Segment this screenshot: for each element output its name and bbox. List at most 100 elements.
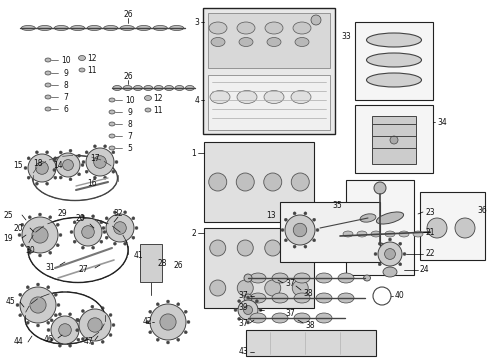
- Circle shape: [77, 338, 80, 341]
- Circle shape: [265, 240, 281, 256]
- Text: 20: 20: [75, 213, 85, 222]
- Circle shape: [156, 303, 159, 306]
- Ellipse shape: [134, 86, 143, 90]
- Bar: [208, 75, 330, 130]
- Circle shape: [36, 162, 49, 174]
- Circle shape: [58, 344, 61, 347]
- Ellipse shape: [153, 26, 167, 31]
- Text: 43: 43: [238, 347, 248, 356]
- Ellipse shape: [109, 98, 115, 102]
- Ellipse shape: [87, 26, 101, 31]
- Circle shape: [81, 310, 84, 312]
- Circle shape: [167, 341, 170, 344]
- Circle shape: [292, 240, 308, 256]
- Text: 21: 21: [425, 228, 435, 237]
- Circle shape: [94, 176, 97, 179]
- Text: 32: 32: [113, 208, 123, 217]
- Text: 39: 39: [238, 303, 248, 312]
- Circle shape: [57, 166, 60, 170]
- Text: 41: 41: [133, 251, 143, 260]
- Text: 46: 46: [43, 336, 53, 345]
- Circle shape: [32, 227, 48, 243]
- Circle shape: [56, 153, 80, 177]
- Circle shape: [50, 319, 53, 322]
- Circle shape: [149, 331, 152, 334]
- Ellipse shape: [244, 294, 252, 302]
- Circle shape: [103, 230, 106, 234]
- Circle shape: [106, 214, 134, 242]
- Ellipse shape: [109, 122, 115, 126]
- Circle shape: [26, 321, 29, 324]
- Circle shape: [259, 309, 262, 311]
- Circle shape: [390, 136, 398, 144]
- Circle shape: [76, 318, 79, 321]
- Circle shape: [20, 287, 56, 323]
- Circle shape: [54, 176, 57, 179]
- Text: 5: 5: [127, 144, 132, 153]
- Ellipse shape: [376, 212, 404, 224]
- Text: 40: 40: [395, 292, 405, 301]
- Ellipse shape: [21, 26, 35, 31]
- Circle shape: [132, 236, 135, 239]
- Ellipse shape: [267, 37, 281, 46]
- Ellipse shape: [144, 86, 153, 90]
- Circle shape: [59, 176, 62, 179]
- Circle shape: [35, 151, 38, 154]
- Circle shape: [146, 320, 149, 324]
- Circle shape: [160, 314, 176, 330]
- Text: 14: 14: [53, 161, 63, 170]
- Circle shape: [28, 154, 56, 182]
- Text: 11: 11: [87, 66, 97, 75]
- Ellipse shape: [113, 86, 122, 90]
- Ellipse shape: [45, 83, 51, 87]
- Ellipse shape: [109, 146, 115, 150]
- Ellipse shape: [45, 107, 51, 111]
- Ellipse shape: [265, 22, 283, 34]
- Circle shape: [47, 328, 50, 332]
- Ellipse shape: [250, 313, 266, 323]
- Text: 37: 37: [285, 310, 295, 319]
- Ellipse shape: [38, 26, 52, 31]
- Circle shape: [291, 173, 309, 191]
- Ellipse shape: [209, 22, 227, 34]
- Circle shape: [156, 338, 159, 341]
- Circle shape: [77, 173, 81, 176]
- Circle shape: [69, 178, 72, 181]
- Circle shape: [82, 161, 85, 163]
- Ellipse shape: [295, 37, 309, 46]
- Circle shape: [114, 222, 126, 234]
- Bar: [204, 228, 314, 308]
- Circle shape: [238, 300, 241, 303]
- Text: 12: 12: [153, 94, 163, 103]
- Ellipse shape: [272, 273, 288, 283]
- Circle shape: [265, 280, 281, 296]
- Text: 29: 29: [57, 208, 67, 217]
- Circle shape: [184, 310, 187, 313]
- Circle shape: [21, 223, 24, 226]
- Circle shape: [59, 234, 62, 237]
- Ellipse shape: [145, 108, 151, 112]
- Ellipse shape: [71, 26, 85, 31]
- Circle shape: [69, 344, 72, 347]
- Circle shape: [293, 223, 307, 237]
- Circle shape: [187, 320, 190, 324]
- Ellipse shape: [294, 313, 310, 323]
- Circle shape: [374, 182, 386, 194]
- Circle shape: [54, 293, 57, 296]
- Circle shape: [28, 251, 31, 254]
- Circle shape: [285, 215, 315, 245]
- Text: 8: 8: [127, 120, 132, 129]
- Circle shape: [21, 244, 24, 247]
- Ellipse shape: [54, 26, 68, 31]
- Text: 10: 10: [125, 95, 135, 104]
- Circle shape: [371, 243, 389, 261]
- Ellipse shape: [413, 231, 423, 237]
- Circle shape: [47, 286, 50, 289]
- Bar: [280, 202, 380, 262]
- Text: 47: 47: [83, 338, 93, 346]
- Ellipse shape: [291, 90, 311, 104]
- Circle shape: [304, 212, 307, 215]
- Text: 25: 25: [3, 211, 13, 220]
- Circle shape: [77, 154, 81, 157]
- Ellipse shape: [145, 95, 151, 100]
